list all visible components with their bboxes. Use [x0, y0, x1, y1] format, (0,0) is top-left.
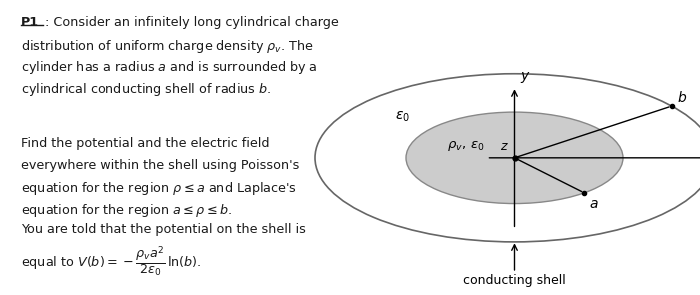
Text: z: z — [500, 140, 506, 153]
Text: a: a — [590, 197, 598, 211]
Text: distribution of uniform charge density $\rho_v$. The: distribution of uniform charge density $… — [21, 38, 314, 55]
Text: You are told that the potential on the shell is: You are told that the potential on the s… — [21, 223, 306, 236]
Circle shape — [406, 112, 623, 204]
Text: P1: P1 — [21, 16, 39, 29]
Text: equation for the region $a \leq \rho \leq b$.: equation for the region $a \leq \rho \le… — [21, 202, 232, 219]
Text: everywhere within the shell using Poisson's: everywhere within the shell using Poisso… — [21, 159, 300, 172]
Text: y: y — [520, 69, 528, 83]
Text: equal to $V(b) = -\dfrac{\rho_v a^2}{2\varepsilon_0}\,\ln(b).$: equal to $V(b) = -\dfrac{\rho_v a^2}{2\v… — [21, 244, 202, 279]
Text: $\varepsilon_0$: $\varepsilon_0$ — [395, 109, 410, 124]
Text: b: b — [678, 91, 686, 105]
Text: equation for the region $\rho \leq a$ and Laplace's: equation for the region $\rho \leq a$ an… — [21, 180, 297, 197]
Text: $\rho_v,\,\varepsilon_0$: $\rho_v,\,\varepsilon_0$ — [447, 139, 484, 153]
Text: cylindrical conducting shell of radius $b$.: cylindrical conducting shell of radius $… — [21, 81, 271, 98]
Text: : Consider an infinitely long cylindrical charge: : Consider an infinitely long cylindrica… — [45, 16, 339, 29]
Text: conducting shell: conducting shell — [463, 274, 566, 287]
Text: cylinder has a radius $a$ and is surrounded by a: cylinder has a radius $a$ and is surroun… — [21, 59, 318, 76]
Text: Find the potential and the electric field: Find the potential and the electric fiel… — [21, 137, 270, 150]
Circle shape — [315, 74, 700, 242]
